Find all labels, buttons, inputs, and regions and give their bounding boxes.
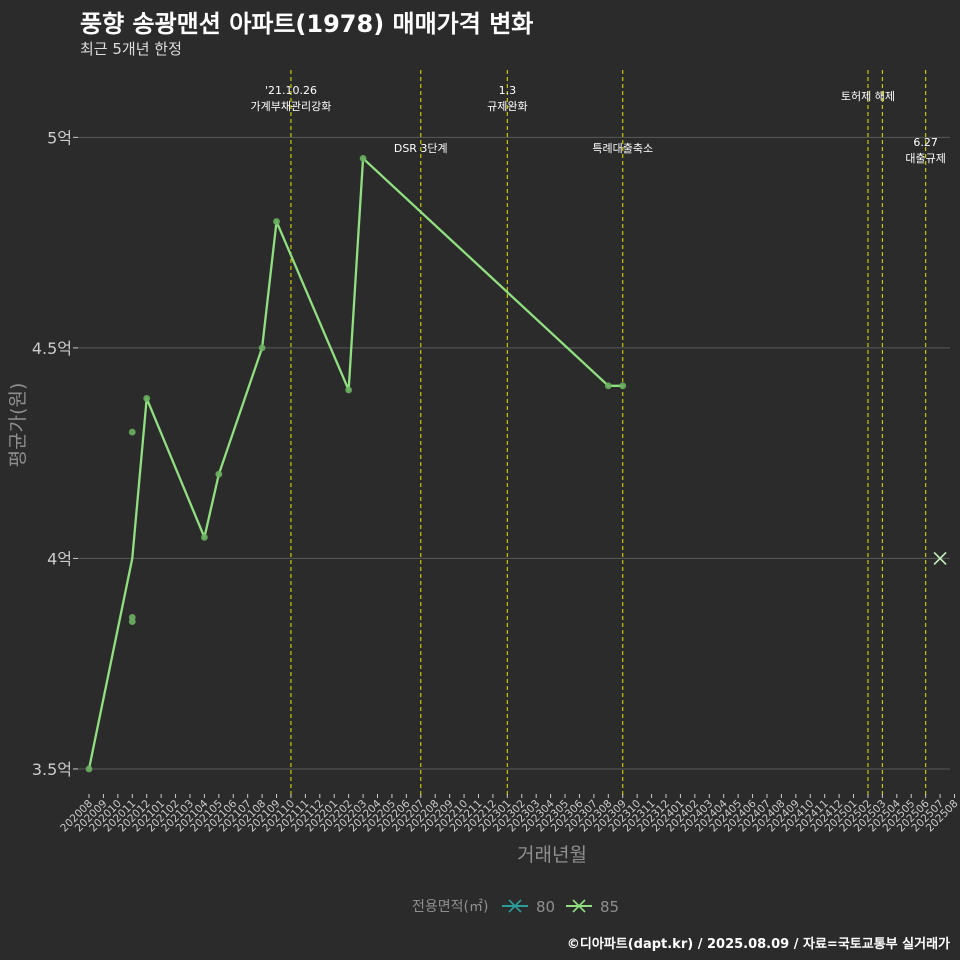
event-label: 토허제 해제	[841, 89, 895, 103]
series-85-line	[87, 157, 623, 770]
legend-label: 80	[536, 898, 555, 916]
event-label: 6.27	[913, 136, 938, 149]
axes: 3.5억4억4.5억5억2020082020092020102020112020…	[7, 128, 960, 866]
series-85-point	[619, 382, 627, 390]
event-label: '21.10.26	[265, 84, 317, 97]
series-85-point	[345, 386, 353, 394]
legend-swatch-cross	[572, 899, 586, 913]
series-85-point	[143, 395, 151, 402]
y-tick-label: 3.5억	[32, 760, 72, 779]
event-label: 1.3	[499, 84, 517, 97]
chart-subtitle: 최근 5개년 한정	[80, 40, 182, 58]
legend-title: 전용면적(㎡)	[412, 899, 488, 915]
x-axis-title: 거래년월	[517, 844, 587, 866]
y-tick-label: 5억	[47, 128, 72, 147]
series-85-point	[604, 382, 612, 390]
series-85-point	[258, 344, 266, 352]
series-85-point	[85, 765, 93, 773]
series-85-point	[201, 533, 208, 541]
event-label: 대출규제	[905, 152, 945, 165]
legend-item-85: 85	[566, 898, 619, 916]
series-85-point	[215, 470, 223, 478]
chart-title: 풍향 송광맨션 아파트(1978) 매매가격 변화	[80, 10, 534, 38]
series-85-point	[359, 155, 367, 162]
legend-label: 85	[600, 898, 619, 916]
grid	[78, 136, 950, 770]
y-tick-label: 4.5억	[32, 339, 72, 358]
series-85-point	[128, 428, 136, 436]
event-label: 가계부채관리강화	[250, 100, 331, 113]
series-85-latest-marker	[933, 551, 947, 565]
legend-swatch-cross	[508, 899, 522, 913]
series	[85, 155, 947, 773]
legend-item-80: 80	[502, 898, 555, 916]
series-85-point	[128, 618, 136, 625]
latest-marker-stroke	[933, 551, 947, 565]
y-tick-label: 4억	[47, 549, 72, 568]
event-label: 규제완화	[487, 100, 527, 113]
event-label: DSR 3단계	[394, 142, 448, 155]
series-85-point	[273, 218, 280, 225]
legend: 전용면적(㎡) 80 85	[412, 898, 619, 916]
source-credit: ©디아파트(dapt.kr) / 2025.08.09 / 자료=국토교통부 실…	[566, 937, 950, 952]
y-axis-title: 평균가(원)	[7, 383, 29, 468]
event-label: 특례대출축소	[592, 142, 653, 155]
